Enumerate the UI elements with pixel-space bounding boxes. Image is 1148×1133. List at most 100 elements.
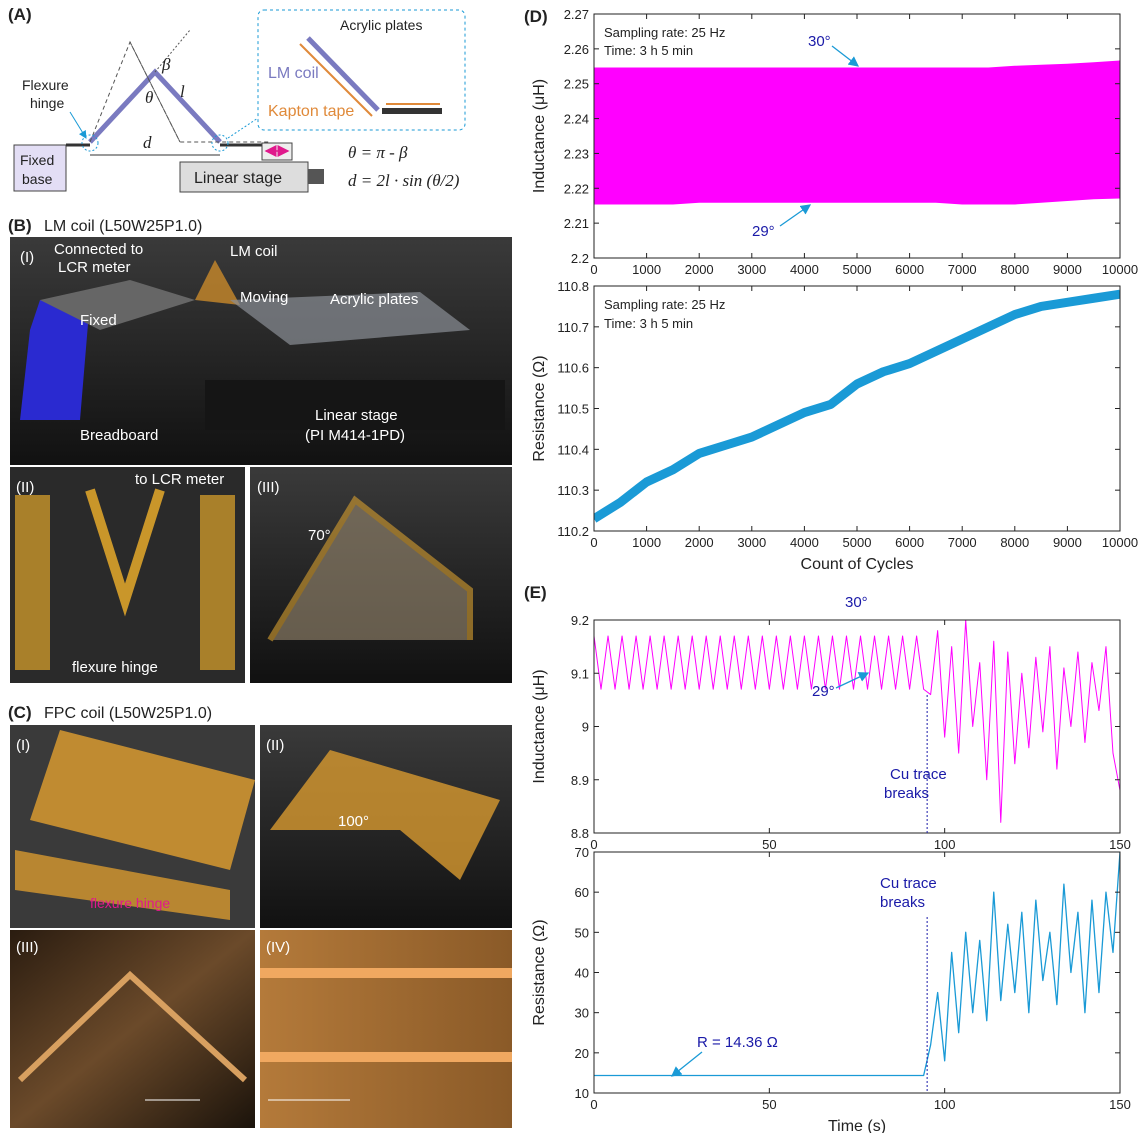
label: 70° (308, 527, 331, 544)
photo-detail (260, 1052, 512, 1062)
label: Fixed (20, 152, 54, 168)
annotation: R = 14.36 Ω (697, 1034, 778, 1051)
label: θ (145, 88, 153, 107)
panel-label: (A) (8, 5, 32, 24)
x-tick-label: 4000 (790, 535, 819, 550)
y-tick-label: 2.2 (571, 251, 589, 266)
x-tick-label: 2000 (685, 535, 714, 550)
equation: d = 2l · sin (θ/2) (348, 171, 460, 190)
data-band (594, 61, 1120, 204)
y-tick-label: 110.7 (557, 320, 589, 335)
y-axis-label: Resistance (Ω) (531, 919, 548, 1025)
photo-detail (15, 495, 50, 670)
x-tick-label: 0 (590, 535, 597, 550)
annotation-arrow (780, 205, 810, 226)
guide (228, 118, 258, 138)
photo-detail (260, 968, 512, 978)
annotation: Cu trace (890, 766, 947, 783)
label: Linear stage (194, 170, 282, 187)
panel-title: LM coil (L50W25P1.0) (44, 218, 202, 235)
y-tick-label: 2.24 (564, 112, 589, 127)
label: Flexure (22, 77, 69, 93)
label: Connected to (54, 241, 143, 258)
label: Acrylic plates (330, 291, 418, 308)
y-tick-label: 2.21 (564, 216, 589, 231)
motor (308, 169, 324, 184)
x-tick-label: 0 (590, 837, 597, 852)
y-axis-label: Inductance (μH) (531, 79, 548, 193)
data-line (594, 620, 1120, 822)
plate (382, 108, 442, 114)
equation: θ = π - β (348, 143, 408, 162)
label: (II) (16, 479, 34, 496)
annotation: breaks (880, 894, 925, 911)
label: base (22, 171, 53, 187)
label: hinge (30, 95, 64, 111)
data-line (594, 852, 1120, 1075)
x-tick-label: 7000 (948, 535, 977, 550)
y-tick-label: 10 (575, 1086, 589, 1101)
label: Acrylic plates (340, 17, 422, 33)
x-tick-label: 7000 (948, 262, 977, 277)
x-axis-label: Count of Cycles (801, 556, 914, 573)
annotation: Cu trace (880, 875, 937, 892)
x-tick-label: 3000 (737, 535, 766, 550)
plot-frame (594, 852, 1120, 1093)
x-tick-label: 8000 (1000, 262, 1029, 277)
y-tick-label: 8.8 (571, 826, 589, 841)
y-tick-label: 110.4 (557, 442, 589, 457)
x-tick-label: 10000 (1102, 262, 1138, 277)
panel-c: (C) FPC coil (L50W25P1.0) (I) flexure hi… (8, 703, 512, 1128)
label: to LCR meter (135, 471, 224, 488)
y-tick-label: 30 (575, 1006, 589, 1021)
label: (I) (16, 737, 30, 754)
x-tick-label: 1000 (632, 262, 661, 277)
y-axis-label: Resistance (Ω) (531, 355, 548, 461)
annotation: 30° (808, 33, 831, 50)
panel-b: (B) LM coil (L50W25P1.0) (I) Connected t… (8, 216, 512, 683)
photo (260, 930, 512, 1128)
x-tick-label: 4000 (790, 262, 819, 277)
label: (I) (20, 249, 34, 266)
label: Moving (240, 289, 288, 306)
x-tick-label: 5000 (843, 262, 872, 277)
arrow (70, 112, 86, 138)
x-tick-label: 150 (1109, 1097, 1131, 1112)
annotation: Time: 3 h 5 min (604, 43, 693, 58)
y-tick-label: 60 (575, 885, 589, 900)
label: flexure hinge (90, 895, 170, 911)
label: β (161, 55, 171, 74)
label: (III) (257, 479, 280, 496)
panel-a: (A) Fixed base Flexure hinge d β θ l Lin… (8, 5, 465, 192)
x-tick-label: 8000 (1000, 535, 1029, 550)
label: (III) (16, 939, 39, 956)
annotation: Time: 3 h 5 min (604, 316, 693, 331)
photo (10, 930, 255, 1128)
x-tick-label: 100 (934, 1097, 956, 1112)
x-tick-label: 50 (762, 837, 776, 852)
label: LM coil (268, 65, 319, 82)
panel-label: (B) (8, 216, 32, 235)
x-tick-label: 0 (590, 262, 597, 277)
coil (90, 72, 220, 142)
y-tick-label: 2.27 (564, 7, 589, 22)
annotation: breaks (884, 785, 929, 802)
y-tick-label: 110.8 (557, 279, 589, 294)
label: LM coil (230, 243, 278, 260)
label: (II) (266, 737, 284, 754)
panel-label: (D) (524, 7, 548, 26)
plot-frame (594, 620, 1120, 833)
x-tick-label: 1000 (632, 535, 661, 550)
x-tick-label: 10000 (1102, 535, 1138, 550)
annotation: Sampling rate: 25 Hz (604, 297, 725, 312)
x-tick-label: 50 (762, 1097, 776, 1112)
y-tick-label: 70 (575, 845, 589, 860)
label: flexure hinge (72, 659, 158, 676)
label: Breadboard (80, 427, 158, 444)
label: Linear stage (315, 407, 398, 424)
y-tick-label: 110.3 (557, 483, 589, 498)
guide (155, 30, 190, 72)
y-tick-label: 2.25 (564, 77, 589, 92)
x-tick-label: 9000 (1053, 262, 1082, 277)
